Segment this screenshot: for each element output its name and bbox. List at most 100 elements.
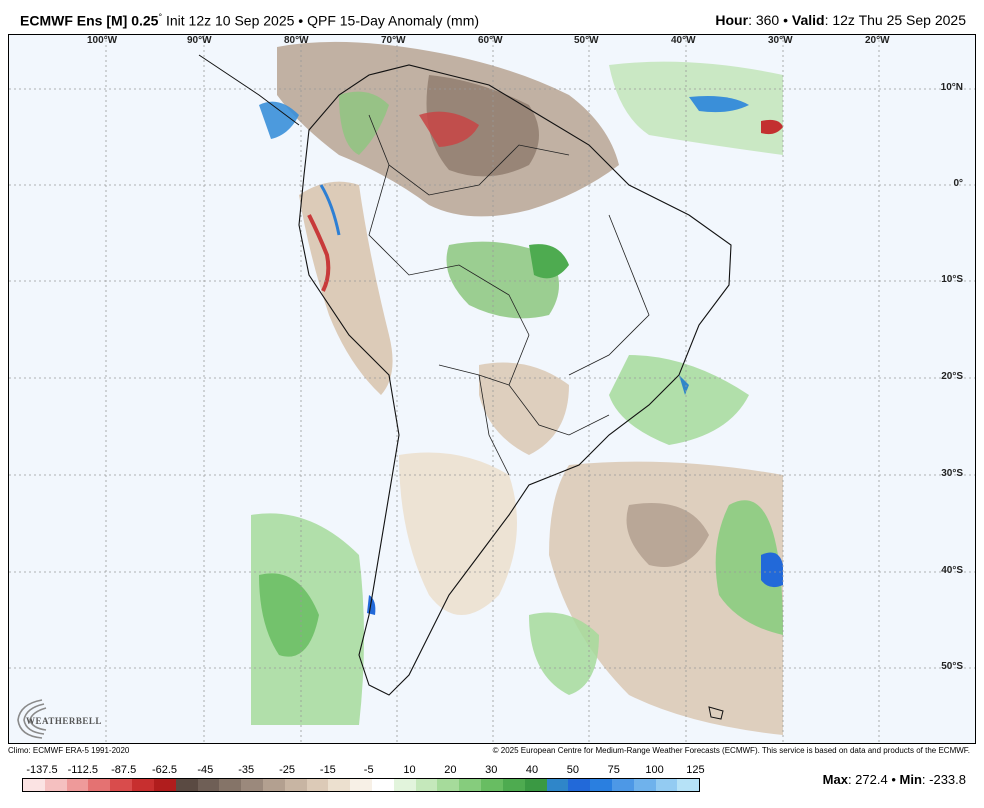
lon-label-70w: 70°W: [381, 35, 406, 46]
climo-note: Climo: ECMWF ERA-5 1991-2020: [8, 746, 130, 755]
east-coast-wet-spot: [679, 375, 689, 395]
lon-label-30w: 30°W: [768, 35, 793, 46]
colorbar-cell: [677, 779, 700, 791]
andes-dry-line: [307, 214, 331, 292]
colorbar-cell: [284, 779, 307, 791]
dry-anomaly-core: [426, 75, 539, 177]
colorbar-cell: [437, 779, 460, 791]
lon-label-20w: 20°W: [865, 35, 890, 46]
south-america-coastline: [298, 64, 732, 696]
lon-label-100w: 100°W: [87, 35, 118, 46]
colorbar-cell: [88, 779, 111, 791]
colorbar-label: -62.5: [151, 764, 178, 776]
colorbar-label: 20: [444, 764, 457, 776]
product-name: QPF 15-Day Anomaly (mm): [307, 12, 480, 29]
longitude-gridlines: [105, 35, 880, 743]
colorbar-label: -5: [363, 764, 374, 776]
andes-wet-line: [319, 184, 341, 236]
south-atlantic-wet-core: [761, 552, 783, 588]
colorbar-label: 100: [645, 764, 664, 776]
south-atlantic-dry-core: [626, 503, 709, 567]
map-panel: 100°W 90°W 80°W 70°W 60°W 50°W 40°W 30°W…: [8, 34, 976, 744]
central-moist: [446, 241, 559, 319]
colorbar-cell: [175, 779, 198, 791]
lat-label-10s: 10°S: [941, 274, 963, 285]
init-time: Init 12z 10 Sep 2025: [165, 12, 295, 29]
max-value: : 272.4: [847, 772, 888, 787]
colorbar-cell: [415, 779, 438, 791]
lat-label-0: 0°: [953, 178, 963, 189]
min-value: : -233.8: [921, 772, 966, 787]
colorbar-cell: [611, 779, 634, 791]
min-label: Min: [899, 772, 922, 787]
colorbar: [22, 778, 700, 792]
colorbar-cell: [546, 779, 569, 791]
max-label: Max: [822, 772, 848, 787]
central-america-coastline: [198, 54, 300, 126]
colorbar-label: -25: [279, 764, 295, 776]
colorbar-cell: [44, 779, 67, 791]
south-atlantic-moist: [715, 500, 783, 635]
colorbar-cell: [262, 779, 285, 791]
header-bullet: •: [298, 12, 304, 29]
venezuela-dry-spots: [419, 111, 479, 147]
east-coast-moist: [609, 355, 749, 445]
chart-header: ECMWF Ens [M] 0.25° Init 12z 10 Sep 2025…: [0, 0, 984, 34]
valid-value: : 12z Thu 25 Sep 2025: [824, 12, 966, 28]
max-min-stats: Max: 272.4 • Min: -233.8: [823, 772, 966, 787]
colorbar-label: -137.5: [26, 764, 58, 776]
south-pacific-moist-core: [259, 573, 319, 657]
colorbar-label: -45: [197, 764, 214, 776]
colorbar-cell: [23, 779, 45, 791]
lon-label-90w: 90°W: [187, 35, 212, 46]
precip-anomaly-map: [9, 35, 975, 743]
colorbar-label: 40: [525, 764, 539, 776]
colorbar-label: 125: [686, 764, 705, 776]
colorbar-cell: [350, 779, 372, 791]
colorbar-cell: [241, 779, 263, 791]
colorbar-labels: -137.5 -112.5 -87.5 -62.5 -45 -35 -25 -15 -5 10 20…: [22, 764, 705, 778]
pacific-wet-spot: [259, 101, 299, 139]
colorbar-label: 30: [485, 764, 498, 776]
colorbar-cell: [372, 779, 394, 791]
andes-anomaly-strip: [299, 181, 393, 395]
colorbar-cell: [132, 779, 154, 791]
paraguay-dry: [479, 362, 569, 455]
colorbar-cell: [197, 779, 220, 791]
degree-symbol: °: [158, 12, 163, 22]
hour-label: Hour: [715, 12, 749, 28]
lon-label-40w: 40°W: [671, 35, 696, 46]
colorbar-cell: [481, 779, 503, 791]
moist-band-atlantic: [609, 61, 783, 155]
lon-label-50w: 50°W: [574, 35, 599, 46]
colorbar-cell: [153, 779, 176, 791]
model-name: ECMWF Ens [M] 0.25: [20, 12, 159, 29]
colorbar-label: -87.5: [111, 764, 137, 776]
colorbar-cell: [633, 779, 656, 791]
lat-label-50s: 50°S: [941, 661, 963, 672]
valid-label: Valid: [791, 12, 825, 28]
lat-label-30s: 30°S: [941, 468, 963, 479]
colorbar-cell: [328, 779, 351, 791]
colorbar-label: -112.5: [67, 764, 99, 776]
lat-label-20s: 20°S: [941, 371, 963, 382]
colorbar-cell: [66, 779, 89, 791]
lat-label-10n: 10°N: [940, 82, 963, 93]
heavy-rain-atlantic-n: [689, 96, 749, 113]
lat-label-40s: 40°S: [941, 565, 963, 576]
dry-spot-atlantic: [761, 119, 783, 135]
colorbar-cell: [590, 779, 612, 791]
colorbar-label: 75: [607, 764, 620, 776]
lon-label-60w: 60°W: [478, 35, 503, 46]
colorbar-cell: [110, 779, 133, 791]
header-bullet-2: •: [783, 12, 788, 28]
colorbar-cell: [393, 779, 416, 791]
colorbar-cell: [306, 779, 329, 791]
colorbar-cell: [502, 779, 525, 791]
falklands-moist: [529, 612, 599, 695]
falkland-islands: [708, 706, 724, 720]
latitude-gridlines: [9, 88, 975, 669]
colorbar-label: 50: [566, 764, 579, 776]
argentina-mixed: [399, 452, 517, 615]
colorbar-label: 10: [403, 764, 416, 776]
